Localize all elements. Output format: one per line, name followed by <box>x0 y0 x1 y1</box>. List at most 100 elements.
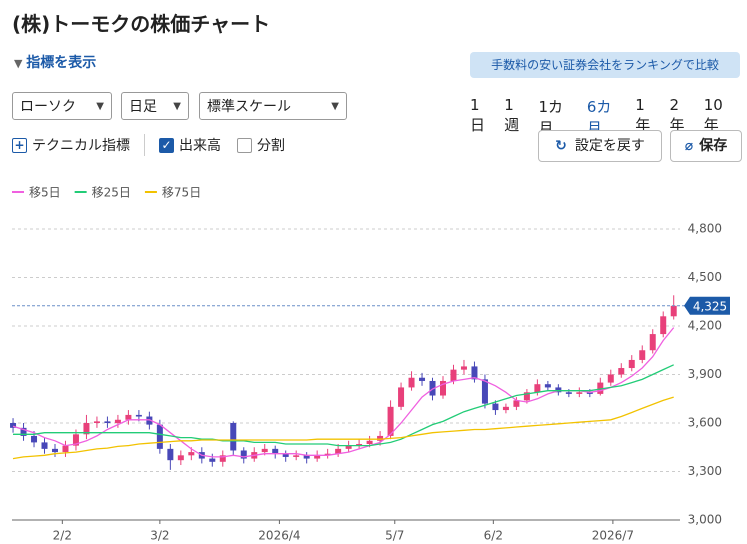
candle-body <box>345 445 352 449</box>
candle-body <box>114 419 121 423</box>
candle-body <box>618 368 625 375</box>
candle-body <box>282 453 289 457</box>
candle-body <box>31 435 38 443</box>
x-tick-label: 2026/4 <box>258 529 300 543</box>
y-tick-label: 4,800 <box>688 222 722 236</box>
select-label: 標準スケール <box>207 99 291 115</box>
indicator-toggle[interactable]: 指標を表示 <box>14 52 96 72</box>
candle-body <box>440 380 447 396</box>
candle-body <box>188 452 195 456</box>
moving-average-line <box>12 327 675 458</box>
option[interactable]: + テクニカル指標 <box>12 135 130 155</box>
candle-body <box>513 400 520 407</box>
period-tab[interactable]: 2年 <box>669 96 685 134</box>
candle-body <box>261 448 268 453</box>
moving-average-line <box>12 396 674 460</box>
promo-button[interactable]: 手数料の安い証券会社をランキングで比較 <box>470 52 740 78</box>
chart-type-select[interactable]: ローソク <box>12 92 112 121</box>
separator <box>144 134 145 156</box>
candle-body <box>356 444 363 446</box>
y-tick-label: 3,300 <box>688 464 722 478</box>
candle-body <box>135 414 142 417</box>
option-row: + テクニカル指標 ✓ 出来高 分割 <box>12 134 301 156</box>
candle-body <box>408 377 415 388</box>
candle-body <box>366 440 373 445</box>
candle-body <box>649 334 656 351</box>
candle-body <box>471 366 478 380</box>
candle-body <box>83 423 90 435</box>
y-tick-label: 4,500 <box>688 270 722 284</box>
candle-body <box>177 455 184 461</box>
candle-body <box>492 403 499 411</box>
candle-body <box>419 377 426 381</box>
x-tick-label: 6/2 <box>484 529 503 543</box>
option-label: テクニカル指標 <box>32 138 130 154</box>
save-button[interactable]: ⌀ 保存 <box>670 130 742 162</box>
period-tab[interactable]: 1週 <box>504 96 520 134</box>
candle-body <box>576 392 583 394</box>
candle-body <box>639 350 646 360</box>
candle-body <box>534 384 541 393</box>
button-label: 保存 <box>699 138 728 154</box>
candle-body <box>502 406 509 411</box>
current-price-label: 4,325 <box>693 299 727 313</box>
candle-body <box>93 421 100 423</box>
candle-body <box>20 427 27 436</box>
period-tab[interactable]: 1年 <box>635 96 651 134</box>
select-label: ローソク <box>20 99 76 115</box>
candle-body <box>335 448 342 454</box>
candle-body <box>240 450 247 459</box>
y-tick-label: 3,600 <box>688 416 722 430</box>
current-price-tag <box>684 296 730 315</box>
candle-body <box>209 458 216 462</box>
candle-body <box>607 374 614 383</box>
period-tab[interactable]: 10年 <box>703 96 723 134</box>
legend-label: 移5日 <box>29 186 61 200</box>
y-tick-label: 3,000 <box>688 513 722 527</box>
candle-body <box>555 387 562 393</box>
candle-body <box>293 455 300 457</box>
candle-body <box>314 455 321 459</box>
candle-body <box>429 380 436 396</box>
candle-body <box>565 392 572 394</box>
candle-body <box>146 416 153 425</box>
candle-body <box>62 445 69 453</box>
interval-select[interactable]: 日足 <box>121 92 189 121</box>
candle-body <box>450 369 457 381</box>
candle-body <box>460 366 467 370</box>
y-tick-label: 3,900 <box>688 367 722 381</box>
y-tick-label: 4,200 <box>688 319 722 333</box>
x-tick-label: 2026/7 <box>592 529 634 543</box>
scale-select[interactable]: 標準スケール <box>199 92 347 121</box>
page-title: (株)トーモクの株価チャート <box>12 12 271 36</box>
candle-body <box>272 448 279 454</box>
candle-body <box>41 442 48 449</box>
candle-body <box>660 316 667 335</box>
candle-body <box>398 387 405 407</box>
candle-body <box>72 434 79 446</box>
candle-body <box>544 384 551 388</box>
x-tick-label: 2/2 <box>53 529 72 543</box>
reset-button[interactable]: ↻ 設定を戻す <box>538 130 662 162</box>
candle-body <box>303 455 310 459</box>
x-tick-label: 5/7 <box>385 529 404 543</box>
candle-body <box>10 423 17 428</box>
checkbox <box>237 137 252 153</box>
period-tab[interactable]: 1日 <box>470 96 486 134</box>
candle-body <box>377 435 384 441</box>
option[interactable]: ✓ 出来高 <box>159 135 221 155</box>
candle-body <box>167 448 174 461</box>
candle-body <box>219 455 226 462</box>
option[interactable]: 分割 <box>237 135 285 155</box>
checkbox: ✓ <box>159 137 174 153</box>
candle-body <box>481 379 488 404</box>
plus-icon: + <box>12 137 27 153</box>
candle-body <box>586 392 593 394</box>
button-label: 設定を戻す <box>574 138 645 154</box>
candle-body <box>230 423 237 451</box>
moving-average-line <box>13 364 674 447</box>
option-label: 出来高 <box>179 138 221 154</box>
candle-body <box>597 382 604 394</box>
